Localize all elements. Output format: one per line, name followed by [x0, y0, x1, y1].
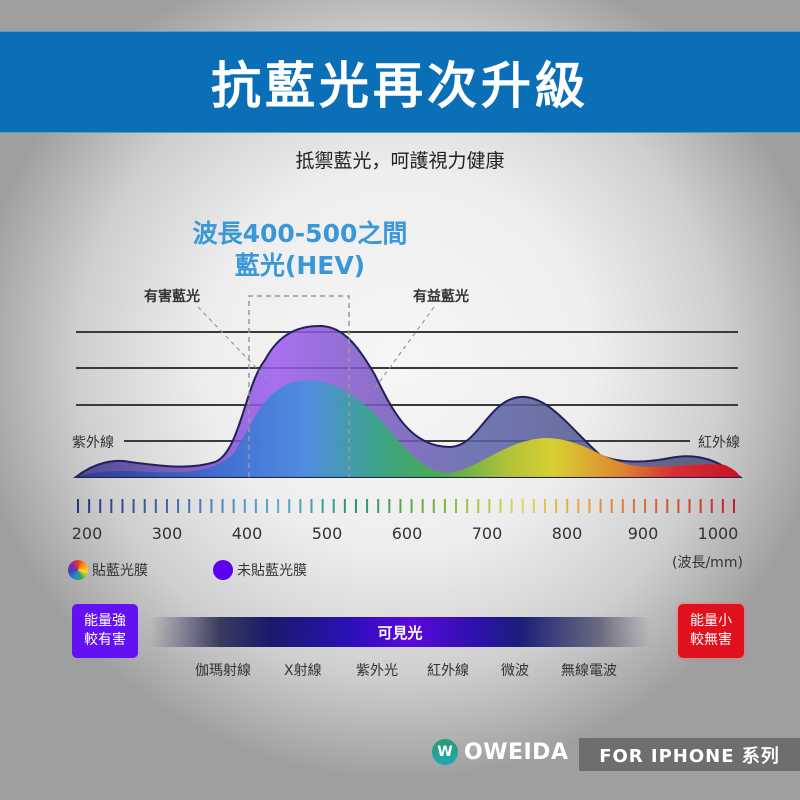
tick-label-200: 200 — [71, 524, 103, 543]
legend-film: 貼藍光膜 — [68, 560, 148, 580]
energy-weak-line-1: 能量小 — [690, 613, 732, 629]
band-gamma: 伽瑪射線 — [195, 663, 251, 679]
band-microwave: 微波 — [501, 663, 529, 679]
wavelength-ticks — [77, 499, 735, 513]
page-title: 抗藍光再次升級 — [211, 57, 589, 115]
hev-line-2: 藍光(HEV) — [234, 251, 366, 280]
energy-weak-line-2: 較無害 — [690, 632, 732, 648]
tick-label-900: 900 — [627, 524, 659, 543]
tick-label-1000: 1000 — [697, 524, 739, 543]
spectrum-bar: 可見光 — [150, 617, 650, 647]
tick-label-300: 300 — [151, 524, 183, 543]
spectrum-chart — [73, 295, 744, 513]
series-badge: FOR IPHONE 系列 — [579, 738, 800, 771]
legend-no-film: 未貼藍光膜 — [213, 560, 307, 580]
brand-name: OWEIDA — [464, 739, 569, 765]
tick-label-400: 400 — [231, 524, 263, 543]
legend-film-label: 貼藍光膜 — [92, 563, 148, 579]
tick-label-800: 800 — [551, 524, 583, 543]
purple-dot-icon — [213, 560, 233, 580]
harmful-blue-label: 有害藍光 — [144, 289, 200, 305]
axis-unit: (波長/mm) — [672, 555, 743, 571]
uv-label: 紫外線 — [72, 435, 114, 451]
tick-label-600: 600 — [391, 524, 423, 543]
callout-lines — [197, 306, 435, 389]
film-area — [76, 380, 740, 477]
brand-logo-group: W OWEIDA — [432, 739, 568, 765]
hev-line-1: 波長400-500之間 — [192, 219, 408, 248]
visible-light-label: 可見光 — [377, 623, 423, 642]
tick-label-500: 500 — [311, 524, 343, 543]
hev-annotation: 波長400-500之間 藍光(HEV) — [170, 218, 430, 282]
beneficial-blue-label: 有益藍光 — [413, 289, 469, 305]
band-ir: 紅外線 — [427, 663, 469, 679]
color-wheel-icon — [68, 560, 88, 580]
energy-strong-line-2: 較有害 — [84, 632, 126, 648]
band-radio: 無線電波 — [561, 663, 617, 679]
hev-dashed-box — [248, 295, 350, 477]
energy-strong-line-1: 能量強 — [84, 613, 126, 629]
oweida-logo-icon: W — [432, 739, 458, 765]
energy-strong-badge: 能量強 較有害 — [72, 604, 138, 658]
series-text: FOR IPHONE 系列 — [599, 745, 780, 767]
title-banner: 抗藍光再次升級 — [0, 31, 800, 133]
subtitle: 抵禦藍光，呵護視力健康 — [295, 150, 505, 172]
band-uv: 紫外光 — [356, 663, 398, 679]
band-xray: X射線 — [284, 663, 322, 679]
tick-label-700: 700 — [471, 524, 503, 543]
ir-label: 紅外線 — [698, 435, 740, 451]
energy-weak-badge: 能量小 較無害 — [678, 604, 744, 658]
legend-no-film-label: 未貼藍光膜 — [237, 563, 307, 579]
